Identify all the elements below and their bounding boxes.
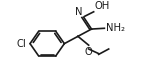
Text: Cl: Cl [17, 39, 26, 49]
Text: NH₂: NH₂ [106, 23, 125, 33]
Text: OH: OH [94, 1, 110, 11]
Text: O: O [85, 47, 93, 57]
Text: N: N [76, 7, 83, 17]
